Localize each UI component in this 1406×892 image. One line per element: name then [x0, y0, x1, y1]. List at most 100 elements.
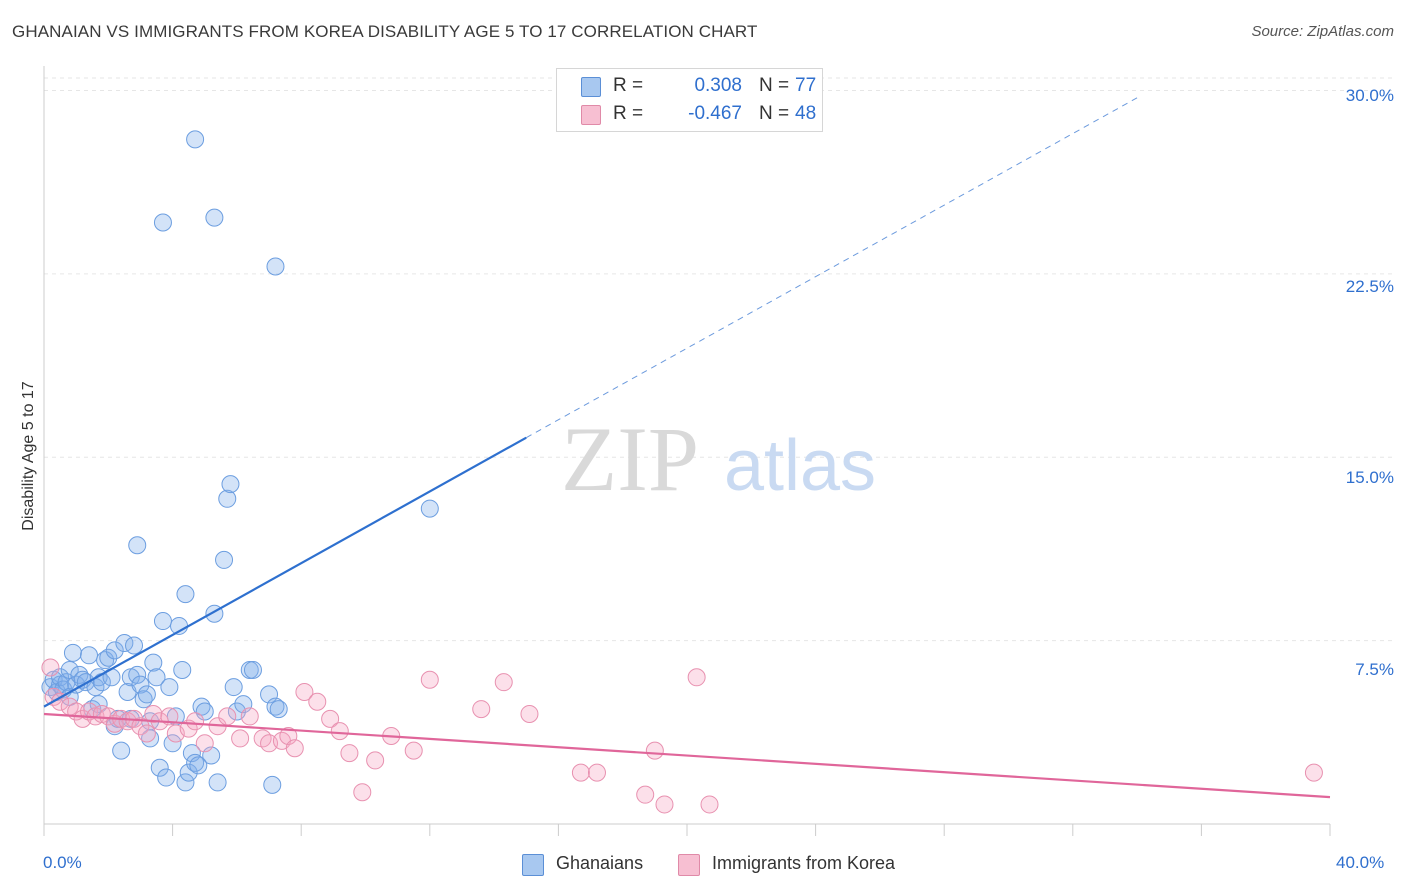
y-tick-label-30: 30.0%: [1345, 86, 1394, 105]
data-point: [189, 756, 208, 775]
data-point: [645, 741, 664, 760]
data-point: [112, 741, 131, 760]
legend-n-label: N =: [759, 75, 790, 96]
bottom-legend-swatch-blue: [522, 854, 544, 876]
bottom-legend-label: Immigrants from Korea: [712, 853, 896, 873]
data-point: [176, 773, 195, 792]
data-point: [150, 758, 169, 777]
data-point: [330, 722, 349, 741]
data-point: [70, 665, 89, 684]
data-point: [186, 753, 205, 772]
trend-line-korea: [43, 712, 1331, 799]
data-point: [137, 724, 156, 743]
grid-lines: [44, 77, 1395, 642]
bottom-legend-swatch-pink: [678, 854, 700, 876]
correlation-legend: R = 0.308 N = 77 R = -0.467 N = 48: [556, 68, 823, 132]
legend-swatch-blue: [581, 77, 601, 97]
data-point: [420, 670, 439, 689]
data-point: [147, 668, 166, 687]
data-point: [141, 729, 160, 748]
data-point: [218, 707, 237, 726]
data-point: [240, 707, 259, 726]
data-point: [105, 641, 124, 660]
data-point: [195, 702, 214, 721]
data-point: [243, 660, 262, 679]
y-axis-label: Disability Age 5 to 17: [20, 381, 37, 531]
data-point: [1304, 763, 1323, 782]
legend-n-label: N =: [759, 103, 790, 124]
data-point: [218, 489, 237, 508]
data-point: [157, 768, 176, 787]
data-point: [295, 682, 314, 701]
data-point: [160, 707, 179, 726]
data-point: [340, 744, 359, 763]
data-point: [186, 130, 205, 149]
legend-r-label: R =: [613, 75, 644, 96]
data-point: [308, 692, 327, 711]
data-point: [99, 648, 118, 667]
legend-r-value: 0.308: [694, 75, 742, 96]
data-point: [137, 685, 156, 704]
data-point: [520, 704, 539, 723]
y-tick-label-22-5: 22.5%: [1345, 277, 1394, 296]
data-point: [587, 763, 606, 782]
y-tick-label-15: 15.0%: [1345, 468, 1394, 487]
data-point: [205, 208, 224, 227]
data-point: [687, 668, 706, 687]
data-point: [208, 773, 227, 792]
data-point: [179, 763, 198, 782]
x-tick-label-min: 0.0%: [43, 853, 82, 872]
data-point: [128, 665, 147, 684]
data-point: [163, 734, 182, 753]
axes: [43, 66, 1331, 836]
data-point: [366, 751, 385, 770]
data-point: [153, 612, 172, 631]
watermark-atlas: atlas: [724, 426, 876, 506]
data-point: [571, 763, 590, 782]
data-point: [321, 709, 340, 728]
data-point: [636, 785, 655, 804]
data-point: [160, 678, 179, 697]
data-point: [153, 213, 172, 232]
data-point: [134, 690, 153, 709]
data-point: [131, 717, 150, 736]
data-point: [472, 700, 491, 719]
x-tick-label-max: 40.0%: [1336, 853, 1385, 872]
trend-lines: [43, 97, 1331, 799]
watermark-zip: ZIP: [561, 408, 699, 510]
watermark: ZIP atlas: [561, 408, 876, 510]
data-point: [353, 783, 372, 802]
data-point: [269, 700, 288, 719]
data-point: [128, 536, 147, 555]
legend-n-value: 48: [795, 103, 817, 124]
data-point: [125, 636, 144, 655]
data-points: [41, 130, 1323, 814]
legend-r-value: -0.467: [688, 103, 742, 124]
legend-swatch-pink: [581, 105, 601, 125]
data-point: [404, 741, 423, 760]
data-point: [41, 658, 60, 677]
chart-title: GHANAIAN VS IMMIGRANTS FROM KOREA DISABI…: [12, 22, 758, 41]
data-point: [176, 585, 195, 604]
bottom-legend-label: Ghanaians: [556, 853, 644, 873]
data-point: [131, 675, 150, 694]
data-point: [63, 643, 82, 662]
data-point: [494, 673, 513, 692]
data-point: [186, 712, 205, 731]
data-point: [420, 499, 439, 518]
data-point: [144, 653, 163, 672]
data-point: [231, 729, 250, 748]
data-point: [263, 775, 282, 794]
data-point: [655, 795, 674, 814]
data-point: [144, 704, 163, 723]
data-point: [285, 739, 304, 758]
trend-line-ghanaians: [43, 436, 527, 708]
data-point: [221, 475, 240, 494]
legend-r-label: R =: [613, 103, 644, 124]
data-point: [80, 646, 99, 665]
data-point: [173, 660, 192, 679]
trend-line-ghanaians-extension: [526, 97, 1138, 439]
data-point: [700, 795, 719, 814]
data-point: [224, 678, 243, 697]
